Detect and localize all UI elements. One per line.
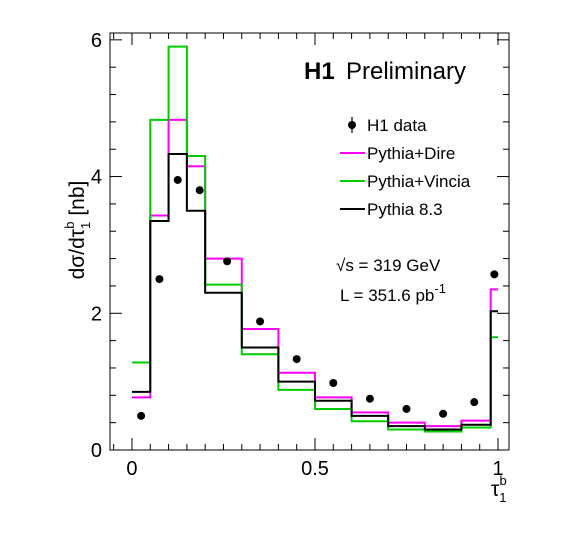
data-point (256, 317, 265, 326)
series-line-pythia-vincia (131, 45, 499, 433)
data-point (223, 257, 232, 266)
data-point (155, 275, 164, 284)
x-tick-label: 1 (492, 458, 503, 480)
x-tick-label: 0.5 (301, 458, 329, 480)
data-point (173, 175, 182, 184)
x-axis-title-sup: b (500, 473, 507, 488)
y-axis-title-sup: b (62, 221, 77, 228)
legend: H1 data Pythia+Dire Pythia+Vincia Pythia… (340, 116, 471, 219)
data-point (470, 398, 479, 407)
y-axis-title-sub: 1 (78, 222, 93, 229)
title-rest: Preliminary (346, 58, 466, 85)
data-point (490, 270, 499, 279)
legend-label-dire: Pythia+Dire (367, 144, 455, 163)
luminosity-main: L = 351.6 pb (340, 286, 434, 305)
title-bold: H1 (304, 58, 335, 85)
plot-frame (109, 32, 510, 451)
y-axis-title: dσ/dτ1b [nb] (62, 181, 93, 280)
axis-ticks (110, 33, 509, 451)
series-line-pythia-dire (131, 118, 499, 428)
sqrt-s-label: √s = 319 GeV (336, 256, 441, 275)
luminosity-exponent: -1 (434, 281, 446, 296)
legend-data-marker (348, 121, 356, 129)
data-point (292, 355, 301, 364)
x-tick-label: 0 (126, 458, 137, 480)
data-point (195, 186, 204, 195)
x-axis-title-sub: 1 (499, 490, 506, 505)
data-point (402, 404, 411, 413)
luminosity-label: L = 351.6 pb-1 (340, 281, 446, 305)
data-point (329, 379, 338, 388)
y-axis-title-main: dσ/dτ (66, 228, 89, 279)
legend-label-pythia83: Pythia 8.3 (367, 200, 443, 219)
data-points-layer (137, 175, 499, 420)
y-tick-label: 2 (91, 303, 102, 325)
x-axis-title: τ1 b (491, 473, 507, 505)
data-point (439, 409, 448, 418)
legend-label-vincia: Pythia+Vincia (367, 172, 471, 191)
y-tick-label: 0 (91, 440, 102, 462)
y-tick-label: 4 (91, 167, 102, 189)
tick-labels: 0 0.5 1 0 2 4 6 (91, 30, 504, 480)
series-line-pythia-8-3 (131, 152, 499, 431)
series-layer (131, 45, 499, 433)
legend-label-data: H1 data (367, 116, 427, 135)
data-point (137, 411, 146, 420)
y-axis-title-unit: [nb] (66, 181, 89, 222)
y-tick-label: 6 (91, 30, 102, 52)
data-point (365, 394, 374, 403)
x-axis-title-main: τ (491, 478, 500, 501)
